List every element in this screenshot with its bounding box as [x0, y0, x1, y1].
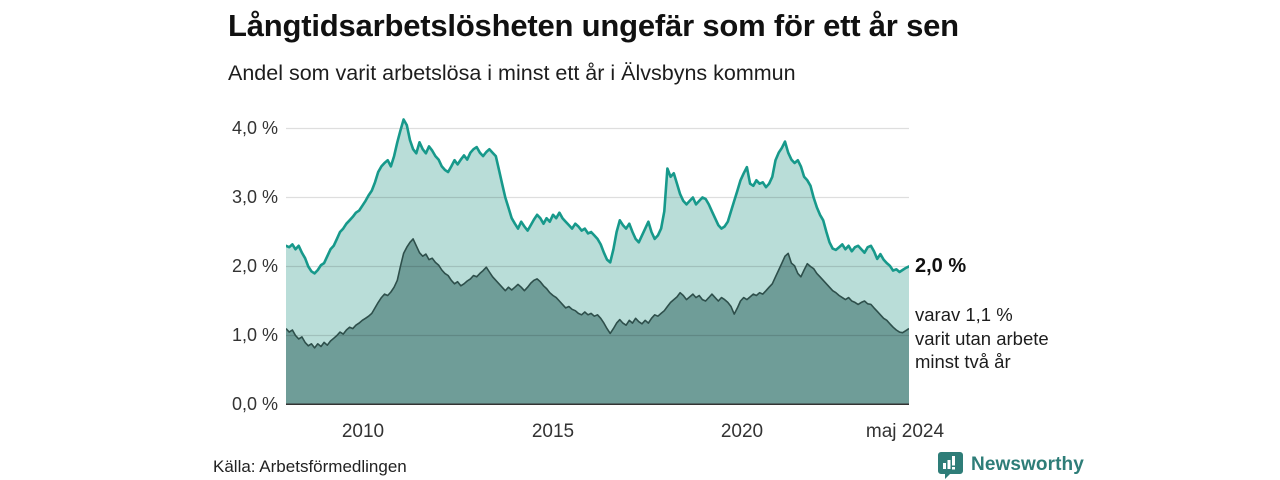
y-axis-tick-0: 0,0 %: [231, 394, 278, 414]
y-axis-tick-2: 2,0 %: [231, 256, 278, 276]
y-axis-tick-1: 1,0 %: [231, 325, 278, 345]
y-axis-tick-3: 3,0 %: [231, 187, 278, 207]
end-secondary-line-1: varav 1,1 %: [915, 304, 1013, 325]
y-axis-tick-4: 4,0 %: [231, 118, 278, 138]
area-min-2yr: [286, 238, 909, 405]
end-value-label: 2,0 %: [915, 255, 967, 277]
x-axis-tick-2010: 2010: [341, 421, 385, 442]
end-secondary-line-3: minst två år: [915, 351, 1011, 372]
end-secondary-line-2: varit utan arbete: [915, 327, 1049, 349]
source-note: Källa: Arbetsförmedlingen: [213, 457, 407, 476]
brand-name: Newsworthy: [971, 454, 1084, 475]
x-axis-tick-2015: 2015: [531, 421, 575, 442]
brand-logo: Newsworthy: [937, 451, 1084, 479]
stacked-area-chart: [286, 118, 909, 405]
line-min-2yr: [286, 238, 909, 349]
end-secondary-label: varav 1,1 % varit utan arbete minst två …: [915, 303, 1075, 374]
x-axis-tick-2020: 2020: [720, 421, 764, 442]
line-min-1yr: [286, 118, 909, 275]
newsworthy-icon: [938, 452, 963, 479]
chart-subtitle: Andel som varit arbetslösa i minst ett å…: [228, 61, 796, 85]
x-axis-tick-maj-2024: maj 2024: [865, 421, 945, 442]
chart-title: Långtidsarbetslösheten ungefär som för e…: [228, 8, 959, 43]
